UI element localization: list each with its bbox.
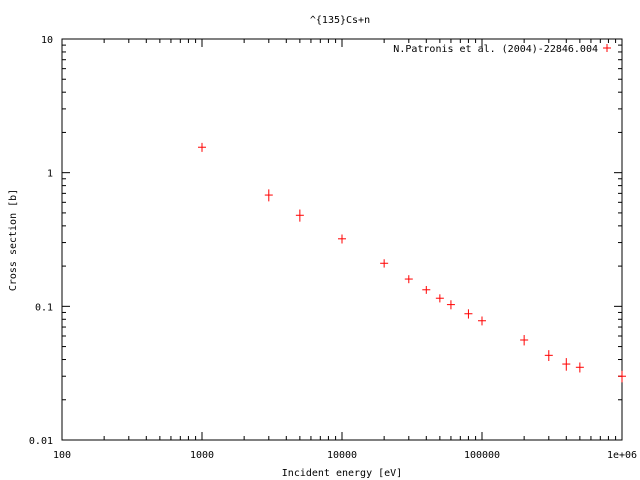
y-tick-label: 0.1 [35,302,53,313]
x-tick-label: 100000 [464,450,500,461]
data-point [562,358,571,371]
x-tick-label: 10000 [327,450,357,461]
legend-label: N.Patronis et al. (2004)-22846.004 [393,44,598,55]
legend-marker [603,44,611,52]
data-point [404,275,413,284]
x-axis: 100 1000 10000 100000 1e+06 [53,39,637,461]
y-tick-label: 0.01 [29,436,53,447]
data-point [338,234,346,244]
data-point [422,285,431,294]
legend: N.Patronis et al. (2004)-22846.004 [393,44,611,55]
y-tick-label: 1 [47,169,53,180]
data-points [198,142,626,383]
chart-title: ^{135}Cs+n [310,15,370,26]
data-point [618,370,626,383]
x-axis-label: Incident energy [eV] [282,468,402,479]
x-tick-label: 100 [53,450,71,461]
data-point [520,335,529,346]
data-point [575,362,584,373]
data-point [198,142,206,152]
data-point [435,294,444,303]
data-point [295,209,304,222]
x-tick-label: 1e+06 [607,450,637,461]
data-point [544,350,553,361]
y-axis-label: Cross section [b] [8,189,19,291]
data-point [446,300,455,310]
data-point [264,189,273,202]
data-point [478,316,486,326]
x-tick-label: 1000 [190,450,214,461]
data-point [380,259,389,268]
y-axis: 0.01 0.1 1 10 [29,35,622,447]
data-point [464,309,473,319]
y-tick-label: 10 [41,35,53,46]
